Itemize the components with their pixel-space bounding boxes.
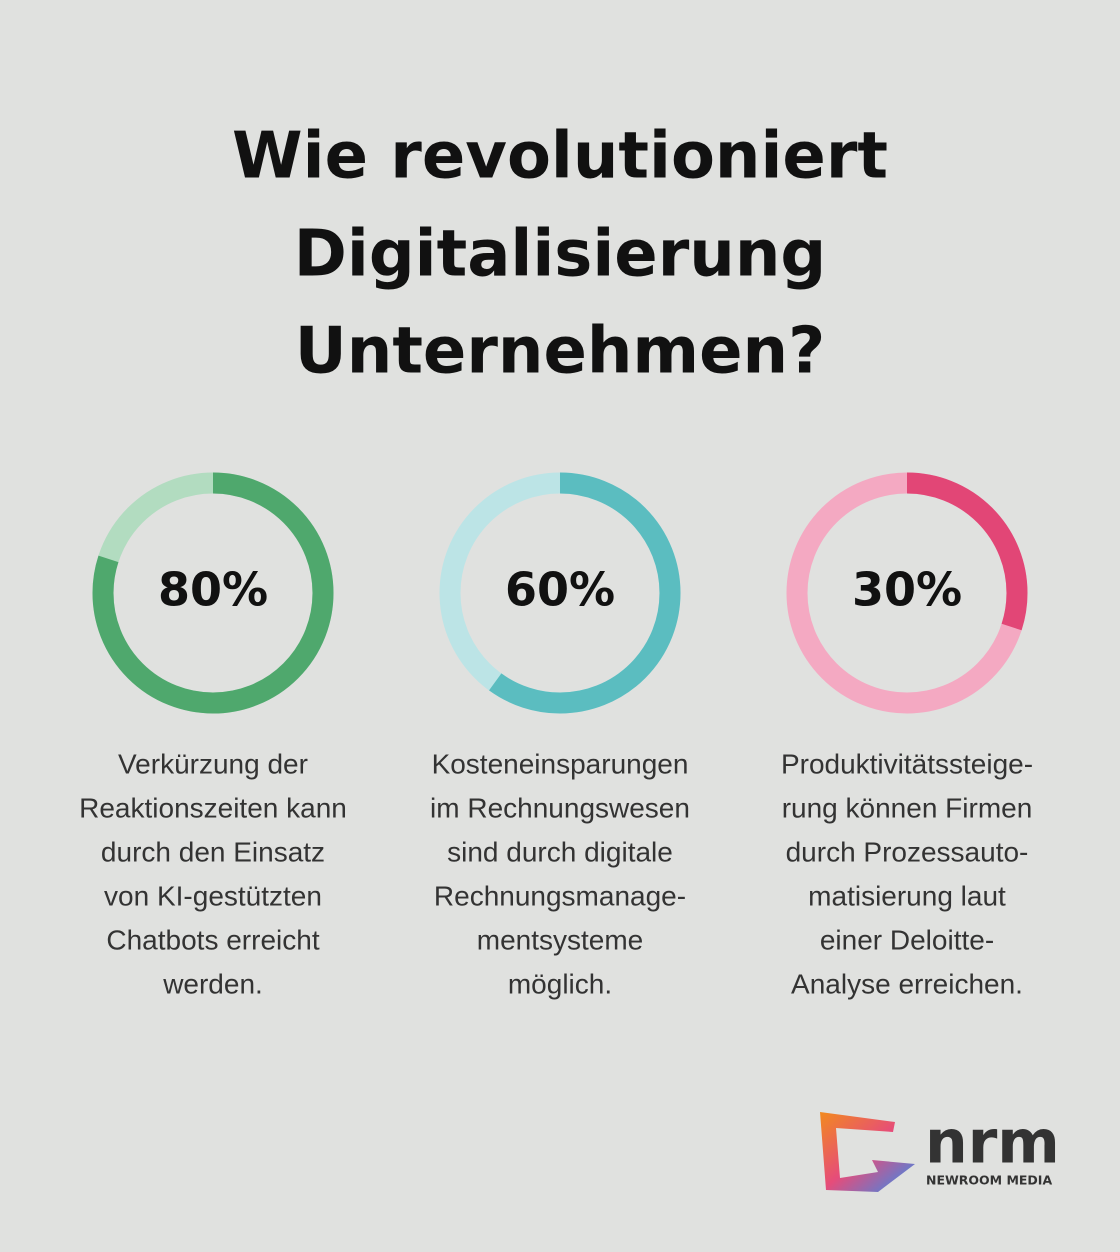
caption-line: Analyse erreichen. [791, 968, 1023, 999]
logo-subtitle: NEWROOM MEDIA [926, 1173, 1052, 1188]
logo: nrm NEWROOM MEDIA [820, 1108, 1060, 1192]
value-label: 30% [852, 563, 962, 617]
title-line: Digitalisierung [294, 218, 826, 292]
caption-line: matisierung laut [808, 880, 1006, 911]
caption-line: durch den Einsatz [101, 836, 325, 867]
caption-line: Produktivitätssteige- [781, 748, 1033, 779]
caption-line: von KI-gestützten [104, 880, 322, 911]
caption-line: Reaktionszeiten kann [79, 792, 347, 823]
donut-arc [92, 472, 334, 714]
caption-line: Rechnungsmanage- [434, 880, 686, 911]
caption-line: rung können Firmen [782, 792, 1033, 823]
caption-line: werden. [162, 968, 263, 999]
title-line: Unternehmen? [295, 315, 825, 389]
caption-line: Chatbots erreicht [106, 924, 319, 955]
title-line: Wie revolutioniert [232, 120, 888, 194]
logo-name: nrm [925, 1108, 1060, 1178]
caption-line: einer Deloitte- [820, 924, 994, 955]
caption-line: Kosteneinsparungen [432, 748, 689, 779]
value-label: 80% [158, 563, 268, 617]
caption-line: möglich. [508, 968, 612, 999]
donut-arc [439, 472, 681, 714]
caption-line: sind durch digitale [447, 836, 673, 867]
caption-line: im Rechnungswesen [430, 792, 690, 823]
caption-line: mentsysteme [477, 924, 644, 955]
caption-line: durch Prozessauto- [786, 836, 1029, 867]
value-label: 60% [505, 563, 615, 617]
caption-line: Verkürzung der [118, 748, 308, 779]
logo-icon [820, 1112, 915, 1192]
donut-arc [786, 472, 1028, 714]
